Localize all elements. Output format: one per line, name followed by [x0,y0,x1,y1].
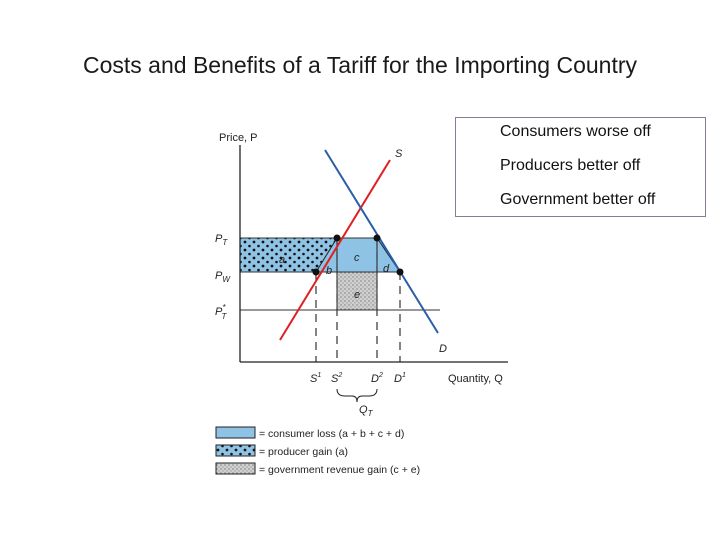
x-axis-label: Quantity, Q [448,373,503,385]
supply-label: S [395,148,403,160]
equilibrium-points [312,234,404,276]
world-price-label: PW [215,270,231,284]
area-label-c: c [354,252,360,264]
area-label-d: d [383,263,390,275]
slide-title: Costs and Benefits of a Tariff for the I… [83,52,637,78]
y-axis-label: Price, P [219,132,258,144]
foreign-price-label: P* T [215,303,227,321]
quantity-label-d2: D2 [371,372,383,385]
quantity-guides [315,238,401,362]
legend-government-revenue: = government revenue gain (c + e) [259,464,420,476]
area-label-b: b [326,265,332,277]
summary-government: Government better off [500,191,656,208]
area-e [336,271,378,311]
legend: = consumer loss (a + b + c + d) = produc… [215,426,420,476]
tariff-price-label: PT [215,233,228,247]
legend-swatch-consumer-loss [215,426,256,439]
area-label-e: e [354,289,360,301]
supply-curve [279,159,391,341]
quantity-label-d1: D1 [394,372,406,385]
demand-label: D [439,343,447,355]
summary-box: Consumers worse off Producers better off… [455,117,706,217]
legend-swatch-government-revenue [215,462,256,475]
summary-consumers: Consumers worse off [500,123,651,140]
import-quantity-label: QT [359,404,374,418]
legend-consumer-loss: = consumer loss (a + b + c + d) [259,428,404,440]
legend-swatch-producer-gain [215,444,256,457]
demand-curve [324,149,439,334]
legend-producer-gain: = producer gain (a) [259,446,348,458]
area-label-a: a [279,254,285,266]
summary-producers: Producers better off [500,157,641,174]
import-quantity-brace [336,388,378,403]
quantity-label-s1: S1 [310,372,321,385]
quantity-label-s2: S2 [331,372,342,385]
